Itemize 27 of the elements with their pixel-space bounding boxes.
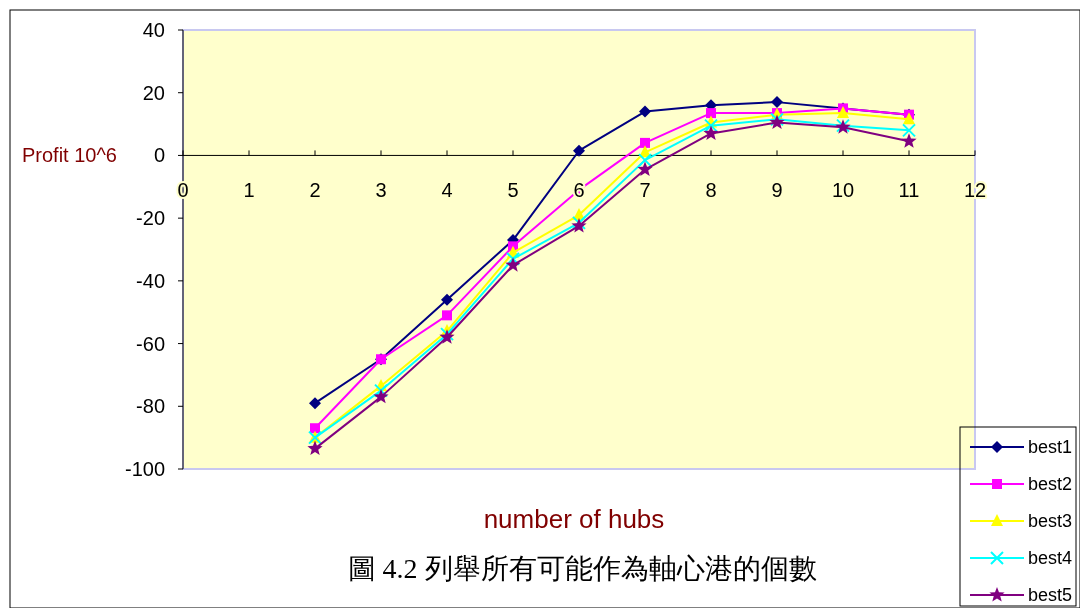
y-tick-label: -100: [124, 458, 165, 480]
x-tick-label: 1: [243, 179, 255, 202]
x-tick-label: 8: [705, 179, 717, 202]
x-tick-label: 5: [507, 179, 519, 202]
x-axis-title: number of hubs: [483, 504, 665, 534]
legend-label: best3: [1028, 511, 1073, 532]
legend-label: best2: [1028, 474, 1073, 495]
y-tick-label: -40: [136, 269, 165, 292]
y-tick-label: 20: [142, 81, 165, 104]
x-tick-label: 12: [963, 179, 987, 202]
x-tick-label: 3: [375, 179, 387, 202]
y-tick-label: -80: [136, 395, 165, 418]
x-tick-label: 11: [898, 179, 920, 202]
legend-label: best5: [1028, 585, 1073, 606]
y-tick-label: -20: [136, 207, 165, 230]
y-tick-label: 0: [153, 144, 165, 167]
legend-label: best1: [1028, 437, 1073, 458]
y-tick-label: 40: [142, 19, 165, 41]
x-tick-label: 10: [831, 179, 855, 202]
x-tick-label: 2: [309, 179, 321, 202]
legend-label: best4: [1028, 548, 1073, 569]
text: 圖 4.2 列舉所有可能作為軸心港的個數: [347, 553, 817, 584]
x-tick-label: 7: [639, 179, 651, 202]
x-tick-label: 4: [441, 179, 453, 202]
y-axis-title: Profit 10^6: [22, 144, 117, 167]
y-tick-label: -60: [136, 332, 165, 355]
x-tick-label: 9: [771, 179, 783, 202]
